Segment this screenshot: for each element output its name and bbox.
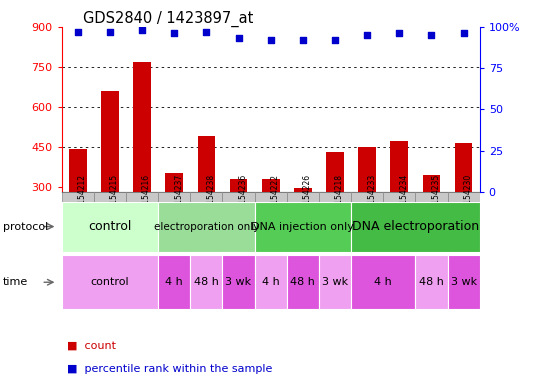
Bar: [222, 255, 255, 309]
Bar: [190, 255, 222, 309]
Point: [138, 27, 146, 33]
Bar: [158, 255, 190, 309]
Bar: [423, 175, 441, 266]
Bar: [255, 202, 351, 252]
Point: [234, 35, 243, 41]
Text: GSM154234: GSM154234: [399, 174, 408, 220]
Text: GSM154238: GSM154238: [206, 174, 215, 220]
Bar: [255, 255, 287, 309]
Bar: [62, 192, 94, 252]
Text: 4 h: 4 h: [262, 277, 280, 287]
Text: 48 h: 48 h: [291, 277, 315, 287]
Bar: [351, 202, 480, 252]
Text: GSM154237: GSM154237: [174, 174, 183, 220]
Text: GSM154230: GSM154230: [464, 174, 473, 220]
Point: [363, 32, 371, 38]
Text: ■  count: ■ count: [67, 341, 116, 351]
Point: [170, 30, 178, 36]
Text: protocol: protocol: [3, 222, 48, 232]
Bar: [351, 255, 415, 309]
Bar: [415, 192, 448, 252]
Bar: [190, 192, 222, 252]
Bar: [262, 179, 280, 266]
Point: [395, 30, 404, 36]
Bar: [319, 255, 351, 309]
Bar: [351, 192, 383, 252]
Text: ■  percentile rank within the sample: ■ percentile rank within the sample: [67, 364, 272, 374]
Point: [459, 30, 468, 36]
Text: 4 h: 4 h: [165, 277, 183, 287]
Text: GSM154235: GSM154235: [431, 174, 441, 220]
Point: [266, 37, 275, 43]
Point: [299, 37, 307, 43]
Bar: [126, 192, 158, 252]
Text: GSM154233: GSM154233: [367, 174, 376, 220]
Bar: [222, 192, 255, 252]
Text: time: time: [3, 277, 28, 287]
Text: GDS2840 / 1423897_at: GDS2840 / 1423897_at: [83, 11, 253, 27]
Text: GSM154218: GSM154218: [335, 174, 344, 220]
Text: 48 h: 48 h: [419, 277, 444, 287]
Bar: [448, 255, 480, 309]
Bar: [319, 192, 351, 252]
Bar: [62, 255, 158, 309]
Point: [202, 29, 211, 35]
Bar: [390, 141, 408, 266]
Bar: [198, 136, 215, 266]
Text: DNA injection only: DNA injection only: [251, 222, 354, 232]
Text: GSM154236: GSM154236: [239, 174, 248, 220]
Text: 3 wk: 3 wk: [226, 277, 251, 287]
Bar: [359, 147, 376, 266]
Bar: [165, 173, 183, 266]
Text: GSM154216: GSM154216: [142, 174, 151, 220]
Text: 4 h: 4 h: [374, 277, 392, 287]
Bar: [133, 61, 151, 266]
Bar: [294, 188, 311, 266]
Point: [106, 29, 114, 35]
Text: 3 wk: 3 wk: [451, 277, 477, 287]
Bar: [101, 91, 119, 266]
Point: [73, 29, 82, 35]
Bar: [287, 192, 319, 252]
Text: control: control: [91, 277, 129, 287]
Text: GSM154212: GSM154212: [78, 174, 87, 220]
Bar: [448, 192, 480, 252]
Bar: [383, 192, 415, 252]
Text: electroporation only: electroporation only: [154, 222, 259, 232]
Bar: [255, 192, 287, 252]
Bar: [94, 192, 126, 252]
Text: DNA electroporation: DNA electroporation: [352, 220, 479, 233]
Text: GSM154215: GSM154215: [110, 174, 119, 220]
Bar: [230, 179, 248, 266]
Bar: [326, 152, 344, 266]
Bar: [158, 202, 255, 252]
Bar: [69, 149, 87, 266]
Text: 3 wk: 3 wk: [322, 277, 348, 287]
Text: 48 h: 48 h: [194, 277, 219, 287]
Text: GSM154222: GSM154222: [271, 174, 280, 220]
Point: [331, 37, 339, 43]
Point: [427, 32, 436, 38]
Text: GSM154226: GSM154226: [303, 174, 312, 220]
Bar: [62, 202, 158, 252]
Bar: [287, 255, 319, 309]
Bar: [455, 143, 473, 266]
Text: control: control: [88, 220, 131, 233]
Bar: [158, 192, 190, 252]
Bar: [415, 255, 448, 309]
